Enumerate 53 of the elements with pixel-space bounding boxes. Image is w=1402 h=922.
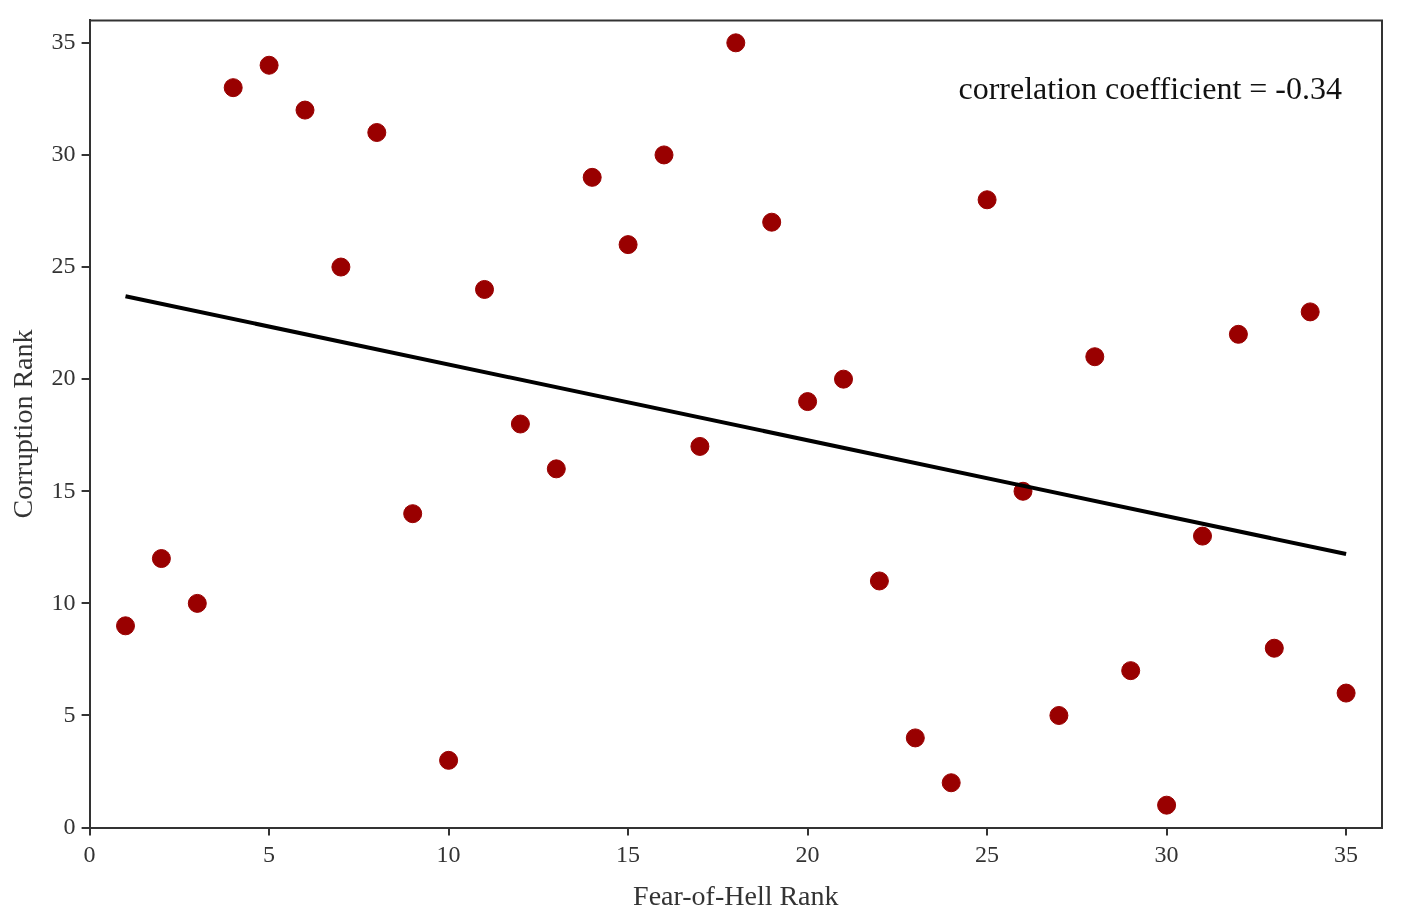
y-tick-label: 15 (51, 476, 76, 503)
point (905, 728, 925, 748)
point (187, 593, 207, 613)
point (1264, 638, 1284, 658)
x-tick-label: 35 (1334, 841, 1359, 868)
point (1228, 324, 1248, 344)
y-tick-label: 5 (63, 700, 76, 727)
point (618, 235, 638, 255)
y-tick-label: 25 (51, 252, 76, 279)
point (941, 773, 961, 793)
point (439, 750, 459, 770)
point (762, 212, 782, 232)
annotation: correlation coefficient = -0.34 (958, 69, 1342, 106)
point (116, 616, 135, 636)
point (331, 257, 351, 277)
point (1336, 683, 1356, 703)
point (367, 123, 387, 143)
point (295, 100, 315, 120)
x-tick-label: 0 (83, 841, 96, 868)
point (1085, 347, 1105, 367)
point (834, 369, 853, 389)
y-tick-label: 30 (51, 140, 76, 167)
point (654, 145, 674, 165)
y-tick-label: 35 (51, 28, 76, 55)
point (726, 33, 746, 53)
point (977, 190, 997, 210)
point (1300, 302, 1320, 322)
point (151, 549, 171, 569)
point (1049, 705, 1069, 725)
point (403, 504, 423, 524)
point (798, 392, 818, 412)
point (475, 279, 494, 299)
point (582, 167, 602, 187)
x-tick-label: 10 (436, 841, 461, 868)
point (1121, 661, 1141, 681)
point (510, 414, 530, 434)
point (223, 78, 243, 98)
point (1157, 795, 1177, 815)
y-tick-label: 0 (63, 812, 76, 839)
x-tick-label: 30 (1154, 841, 1179, 868)
point (259, 55, 279, 75)
x-tick-label: 25 (975, 841, 1000, 868)
point (1193, 526, 1212, 546)
point (546, 459, 566, 479)
x-tick-label: 20 (795, 841, 820, 868)
y-tick-label: 20 (51, 364, 76, 391)
point (690, 436, 710, 456)
y-tick-label: 10 (51, 588, 76, 615)
x-tick-label: 15 (616, 841, 641, 868)
x-axis-title: Fear-of-Hell Rank (633, 879, 839, 911)
y-axis-title: Corruption Rank (7, 329, 39, 519)
x-tick-label: 5 (263, 841, 276, 868)
point (869, 571, 889, 591)
